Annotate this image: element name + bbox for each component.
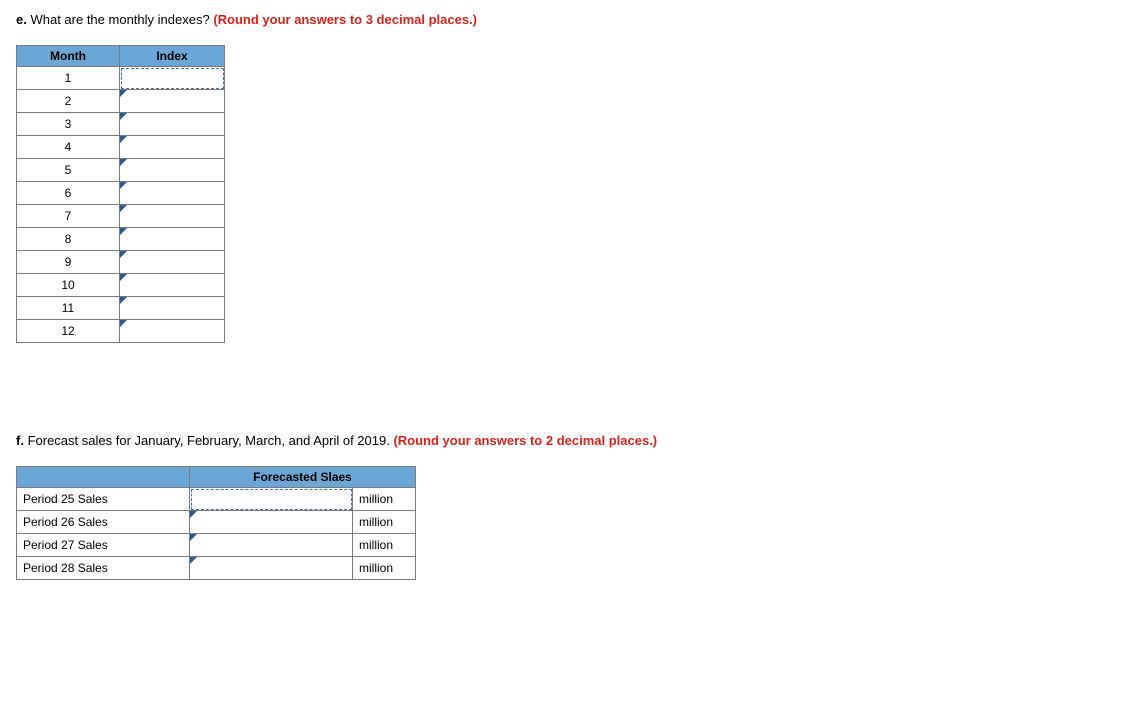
index-input[interactable] bbox=[120, 251, 225, 274]
question-e-text: e. What are the monthly indexes? (Round … bbox=[16, 12, 1116, 27]
table-row: 10 bbox=[17, 274, 225, 297]
question-f-body: Forecast sales for January, February, Ma… bbox=[28, 433, 390, 448]
index-input[interactable] bbox=[120, 113, 225, 136]
unit-label: million bbox=[353, 511, 416, 534]
month-cell: 4 bbox=[17, 136, 120, 159]
index-input[interactable] bbox=[120, 297, 225, 320]
table-row: 7 bbox=[17, 205, 225, 228]
part-label-f: f. bbox=[16, 433, 24, 448]
table-row: 2 bbox=[17, 90, 225, 113]
index-input[interactable] bbox=[120, 274, 225, 297]
month-cell: 8 bbox=[17, 228, 120, 251]
question-f-block: f. Forecast sales for January, February,… bbox=[16, 433, 1116, 580]
forecast-input[interactable] bbox=[190, 488, 353, 511]
month-cell: 11 bbox=[17, 297, 120, 320]
table-row: 1 bbox=[17, 67, 225, 90]
header-blank bbox=[17, 467, 190, 488]
table-row: 3 bbox=[17, 113, 225, 136]
month-cell: 10 bbox=[17, 274, 120, 297]
question-f-instruction: (Round your answers to 2 decimal places.… bbox=[393, 433, 657, 448]
period-label: Period 28 Sales bbox=[17, 557, 190, 580]
table-row: Period 26 Sales million bbox=[17, 511, 416, 534]
index-input[interactable] bbox=[120, 136, 225, 159]
month-cell: 7 bbox=[17, 205, 120, 228]
question-e-instruction: (Round your answers to 3 decimal places.… bbox=[213, 12, 477, 27]
table-row: Period 27 Sales million bbox=[17, 534, 416, 557]
forecast-table: Forecasted Slaes Period 25 Sales million… bbox=[16, 466, 416, 580]
index-input[interactable] bbox=[120, 320, 225, 343]
table-row: 11 bbox=[17, 297, 225, 320]
forecast-input[interactable] bbox=[190, 534, 353, 557]
question-e-body: What are the monthly indexes? bbox=[30, 12, 209, 27]
month-cell: 9 bbox=[17, 251, 120, 274]
month-cell: 6 bbox=[17, 182, 120, 205]
index-input[interactable] bbox=[120, 182, 225, 205]
index-input[interactable] bbox=[120, 90, 225, 113]
month-cell: 2 bbox=[17, 90, 120, 113]
index-input[interactable] bbox=[120, 228, 225, 251]
question-e-block: e. What are the monthly indexes? (Round … bbox=[16, 12, 1116, 343]
part-label-e: e. bbox=[16, 12, 27, 27]
unit-label: million bbox=[353, 557, 416, 580]
period-label: Period 25 Sales bbox=[17, 488, 190, 511]
header-forecast: Forecasted Slaes bbox=[190, 467, 416, 488]
unit-label: million bbox=[353, 488, 416, 511]
table-row: Period 25 Sales million bbox=[17, 488, 416, 511]
table-row: Period 28 Sales million bbox=[17, 557, 416, 580]
month-cell: 5 bbox=[17, 159, 120, 182]
index-input[interactable] bbox=[120, 67, 225, 90]
table-row: 5 bbox=[17, 159, 225, 182]
index-input[interactable] bbox=[120, 159, 225, 182]
table-row: 4 bbox=[17, 136, 225, 159]
unit-label: million bbox=[353, 534, 416, 557]
table-row: 8 bbox=[17, 228, 225, 251]
question-f-text: f. Forecast sales for January, February,… bbox=[16, 433, 1116, 448]
period-label: Period 26 Sales bbox=[17, 511, 190, 534]
month-cell: 12 bbox=[17, 320, 120, 343]
table-row: 12 bbox=[17, 320, 225, 343]
month-cell: 3 bbox=[17, 113, 120, 136]
header-index: Index bbox=[120, 46, 225, 67]
monthly-index-table: Month Index 1 2 3 4 bbox=[16, 45, 225, 343]
month-cell: 1 bbox=[17, 67, 120, 90]
forecast-input[interactable] bbox=[190, 511, 353, 534]
forecast-input[interactable] bbox=[190, 557, 353, 580]
index-input[interactable] bbox=[120, 205, 225, 228]
table-row: 9 bbox=[17, 251, 225, 274]
header-month: Month bbox=[17, 46, 120, 67]
table-row: 6 bbox=[17, 182, 225, 205]
period-label: Period 27 Sales bbox=[17, 534, 190, 557]
